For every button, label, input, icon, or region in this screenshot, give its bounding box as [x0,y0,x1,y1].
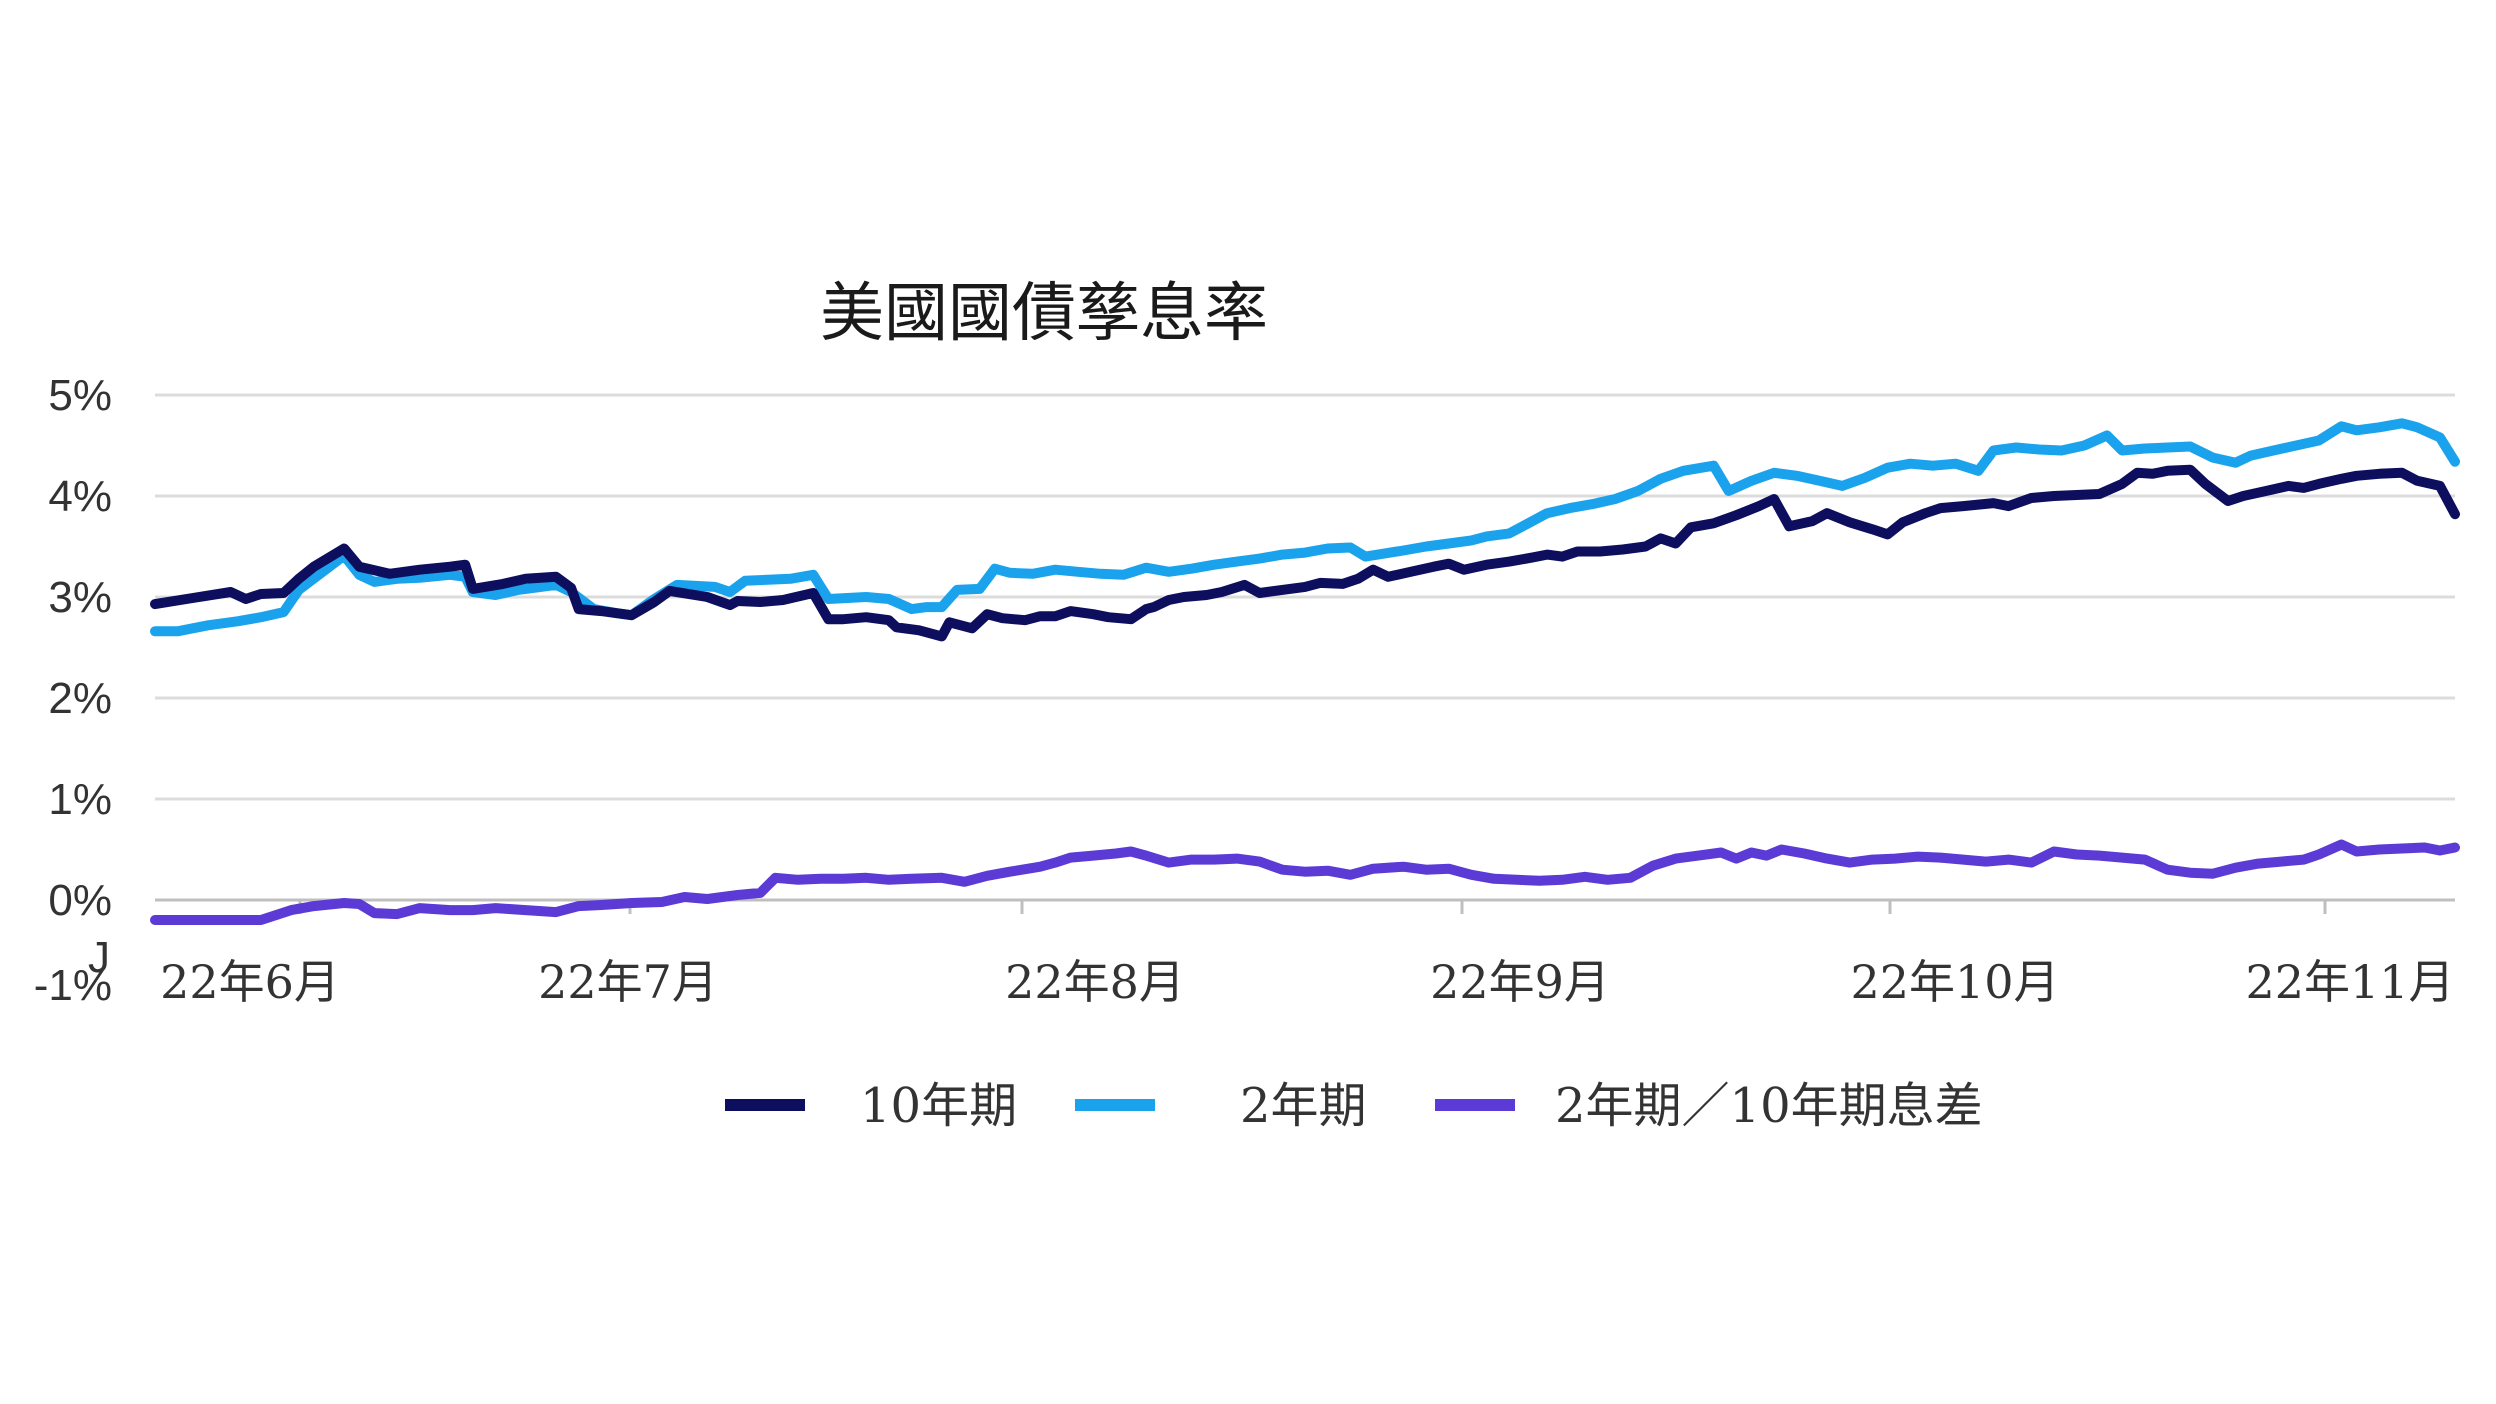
x-axis-tick-labels: 22年6月 22年7月 22年8月 22年9月 22年10月 22年11月 [160,955,2454,1009]
chart-title: 美國國債孳息率 [820,277,1268,351]
gridlines [155,393,2455,914]
x-tick-label: 22年8月 [1005,955,1185,1009]
x-tick-label: 22年6月 [160,955,340,1009]
y-tick-label: 2% [48,674,112,723]
series-line-1 [150,418,2460,637]
x-tick-label: 22年11月 [2245,955,2454,1009]
legend-label: 2年期／10年期息差 [1555,1078,1983,1134]
y-tick-label: 3% [48,573,112,622]
legend-label: 2年期 [1240,1078,1367,1134]
axis-annotation: J [88,933,110,982]
legend: 10年期 2年期 2年期／10年期息差 [725,1078,1983,1134]
y-tick-label: 5% [48,371,112,420]
y-axis-tick-labels: 5% 4% 3% 2% 1% 0% -1% [34,371,112,1010]
series-line-0 [150,464,2460,642]
series-lines [150,418,2460,925]
y-tick-label: 0% [48,876,112,925]
y-tick-label: 4% [48,472,112,521]
y-tick-label: 1% [48,775,112,824]
x-tick-label: 22年10月 [1850,955,2059,1009]
series-line-2 [150,839,2460,925]
x-tick-label: 22年7月 [538,955,718,1009]
x-tick-label: 22年9月 [1430,955,1610,1009]
y-tick-label: -1% [34,961,112,1010]
legend-label: 10年期 [860,1078,1017,1134]
